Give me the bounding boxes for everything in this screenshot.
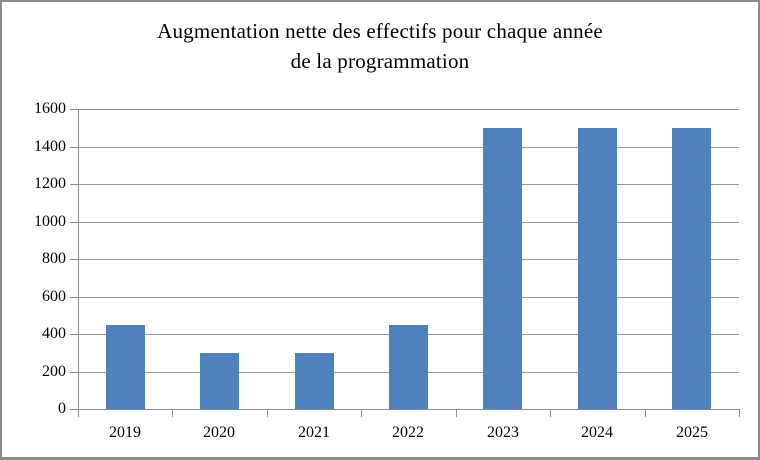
bar-2022 (389, 325, 428, 409)
bar-2024 (578, 128, 617, 409)
x-axis-tick-label: 2025 (676, 424, 708, 441)
chart-title-line-1: Augmentation nette des effectifs pour ch… (157, 19, 603, 43)
y-tick-1000 (70, 222, 78, 223)
bar-2023 (483, 128, 522, 409)
bar-2020 (200, 353, 239, 409)
gridline-1400 (78, 147, 739, 148)
bar-2025 (672, 128, 711, 409)
x-tick-4 (456, 409, 457, 417)
gridline-600 (78, 297, 739, 298)
x-axis-line (78, 409, 740, 410)
y-tick-1400 (70, 147, 78, 148)
y-axis-line (78, 109, 79, 409)
y-axis-tick-label: 200 (42, 363, 66, 380)
x-tick-0 (78, 409, 79, 417)
x-tick-1 (172, 409, 173, 417)
y-axis-tick-label: 600 (42, 288, 66, 305)
gridline-1600 (78, 109, 739, 110)
x-tick-6 (645, 409, 646, 417)
x-axis-tick-label: 2023 (487, 424, 519, 441)
y-tick-800 (70, 259, 78, 260)
chart-title: Augmentation nette des effectifs pour ch… (2, 16, 758, 76)
y-tick-1200 (70, 184, 78, 185)
x-axis-tick-label: 2019 (109, 424, 141, 441)
y-axis-tick-label: 1400 (34, 138, 66, 155)
y-axis-tick-label: 1600 (34, 100, 66, 117)
x-axis-tick-label: 2024 (581, 424, 613, 441)
y-tick-600 (70, 297, 78, 298)
x-axis-tick-label: 2021 (298, 424, 330, 441)
y-axis-tick-label: 800 (42, 250, 66, 267)
x-axis-tick-label: 2022 (392, 424, 424, 441)
y-axis-tick-label: 0 (58, 400, 66, 417)
y-axis-tick-label: 400 (42, 325, 66, 342)
y-tick-200 (70, 372, 78, 373)
gridline-800 (78, 259, 739, 260)
x-tick-2 (267, 409, 268, 417)
gridline-1000 (78, 222, 739, 223)
gridline-1200 (78, 184, 739, 185)
x-tick-7 (739, 409, 740, 417)
bar-2021 (295, 353, 334, 409)
y-tick-0 (70, 409, 78, 410)
x-tick-3 (361, 409, 362, 417)
y-tick-400 (70, 334, 78, 335)
y-axis-tick-label: 1000 (34, 213, 66, 230)
y-tick-1600 (70, 109, 78, 110)
y-axis-tick-label: 1200 (34, 175, 66, 192)
bar-2019 (106, 325, 145, 409)
x-tick-5 (550, 409, 551, 417)
chart-title-line-2: de la programmation (290, 49, 470, 73)
x-axis-tick-label: 2020 (203, 424, 235, 441)
